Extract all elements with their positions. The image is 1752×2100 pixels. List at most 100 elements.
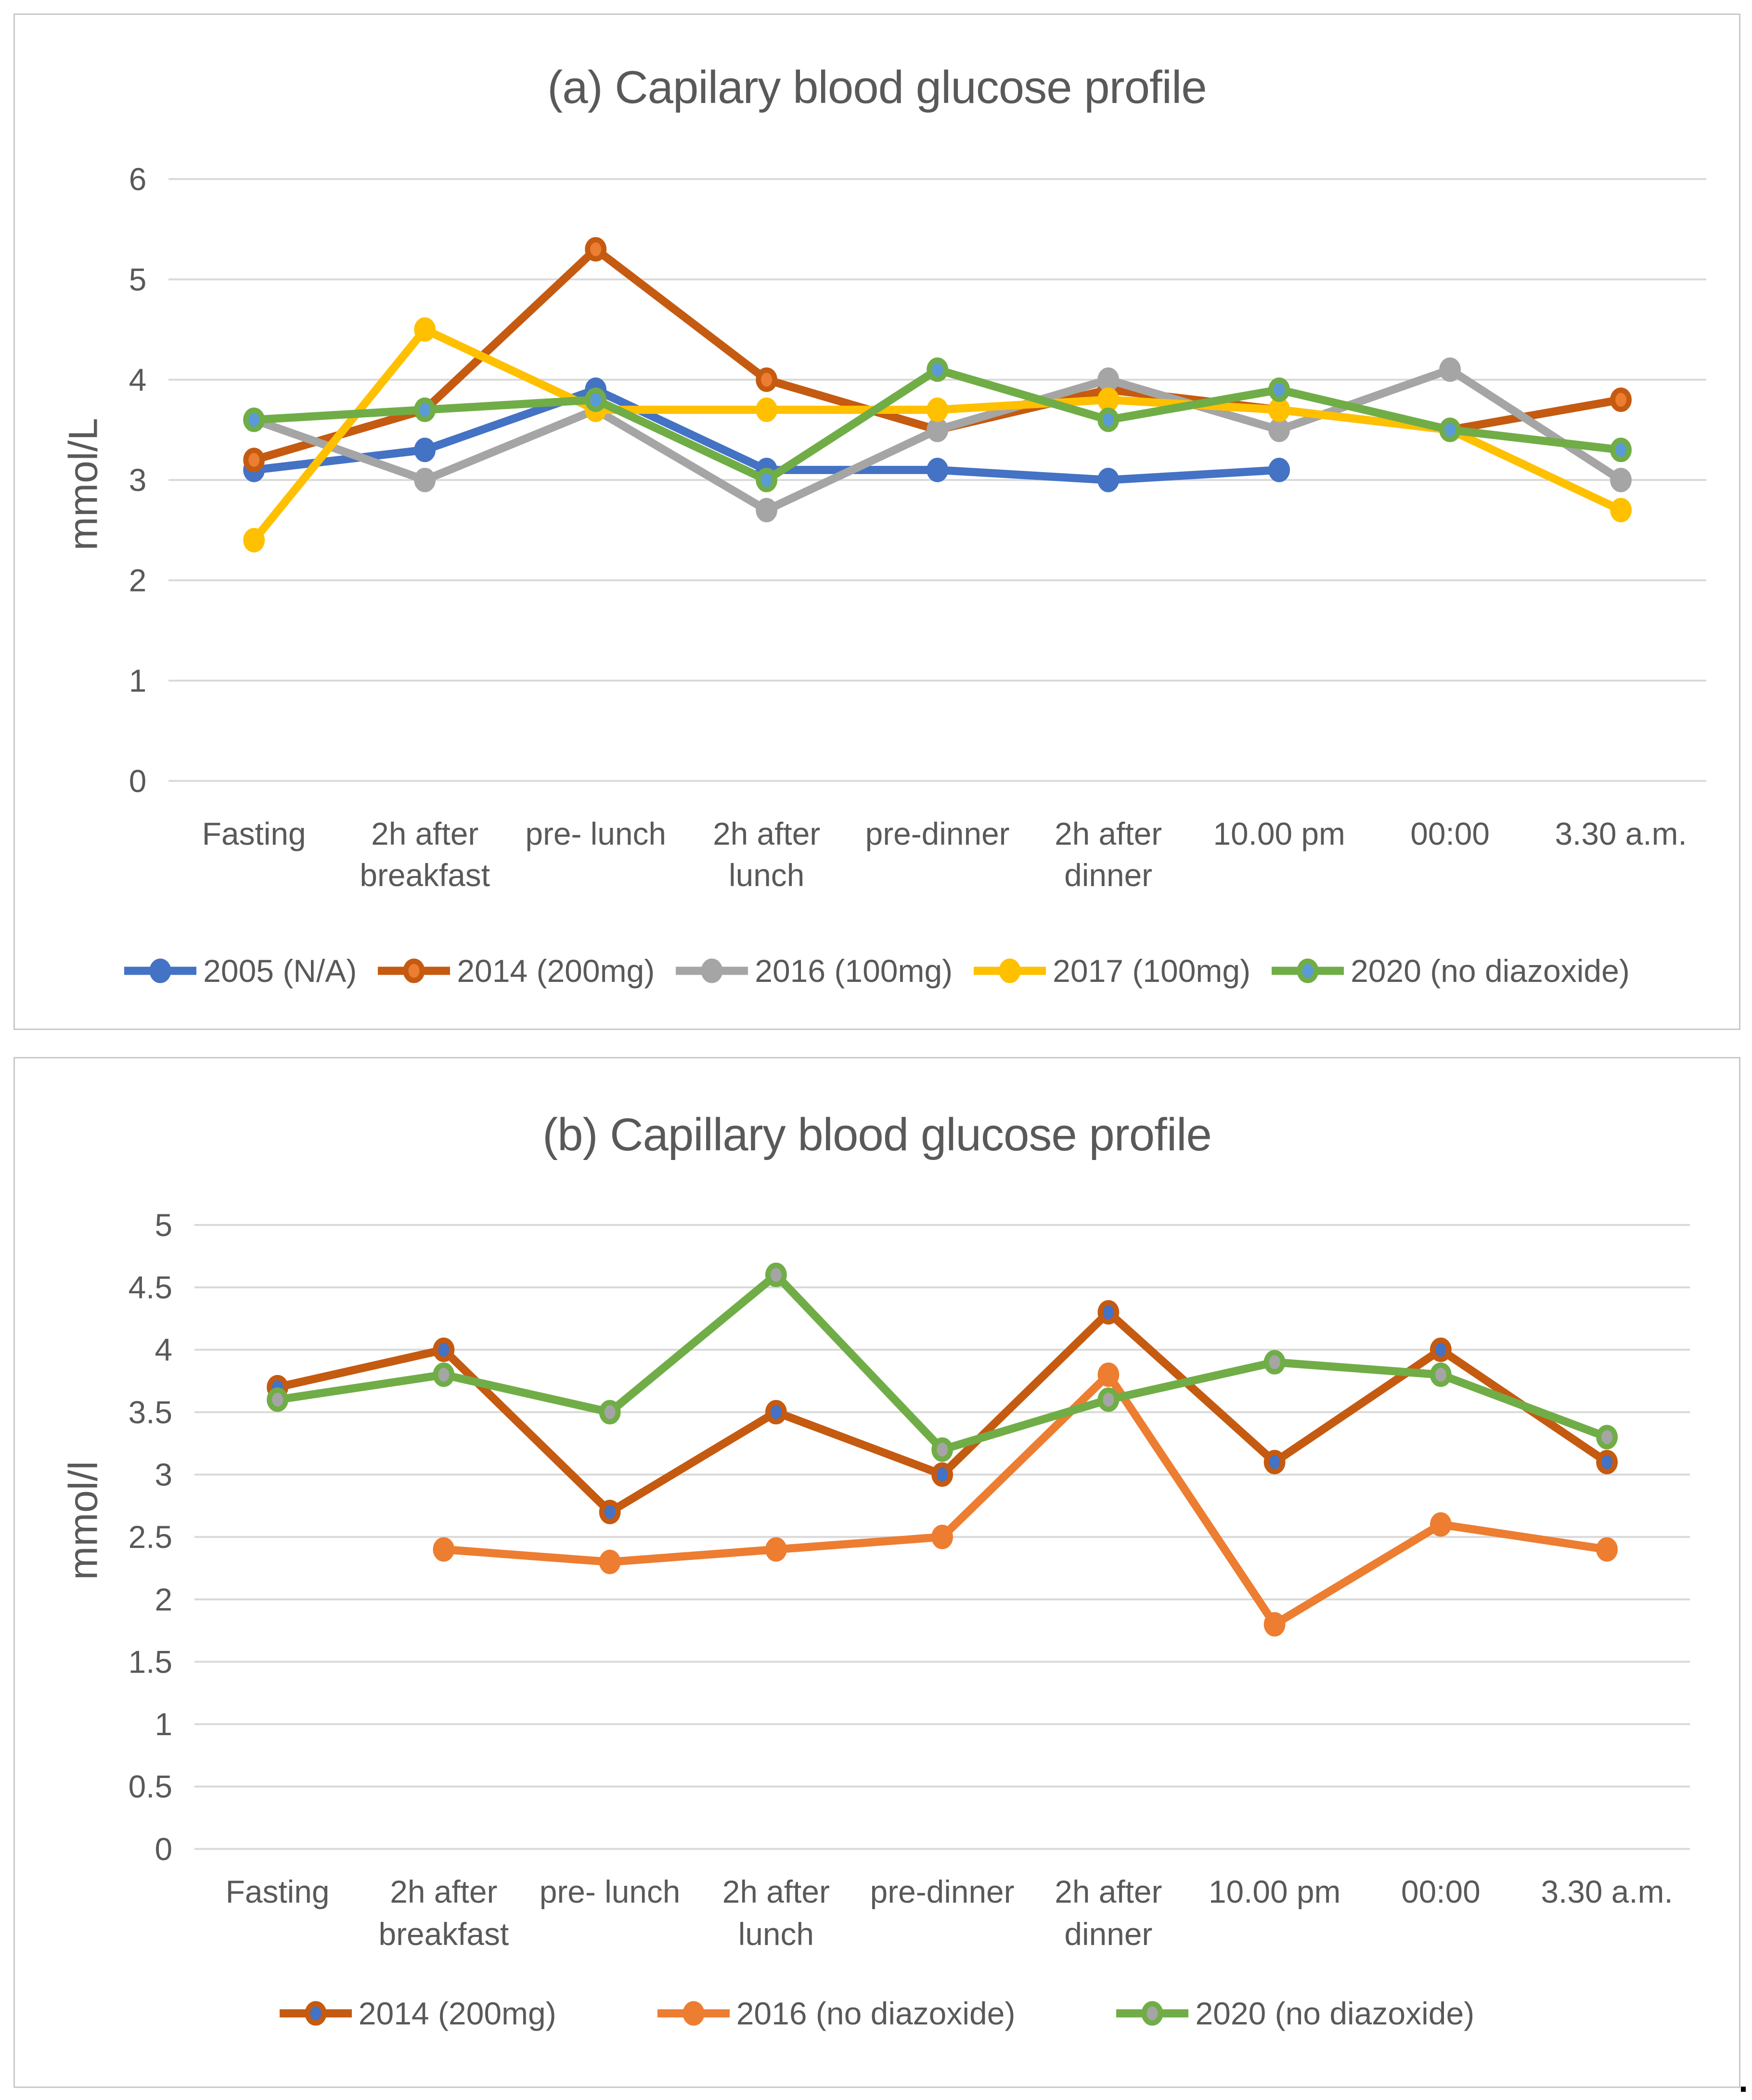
- data-point-marker: [599, 1549, 621, 1574]
- y-tick-label: 0: [129, 763, 147, 799]
- chart-a-plot: 0 1 2 3 4 5 6 Fasting 2h after breakfast pre- lunc…: [129, 161, 1707, 893]
- x-category-label: 2h after: [713, 816, 820, 851]
- data-point-marker: [1268, 377, 1290, 402]
- data-point-marker: [765, 1400, 787, 1425]
- legend-marker: [305, 2001, 327, 2026]
- data-point-marker: [433, 1537, 455, 1562]
- legend-marker: [999, 958, 1021, 983]
- x-category-label: 10.00 pm: [1213, 816, 1345, 851]
- legend-marker-icon: [124, 958, 197, 983]
- y-tick-label: 3.5: [129, 1394, 172, 1430]
- legend-marker: [403, 958, 425, 983]
- x-category-label: 3.30 a.m.: [1555, 816, 1687, 851]
- data-point-marker: [756, 367, 778, 392]
- x-category-label: 10.00 pm: [1209, 1874, 1340, 1909]
- data-point-marker: [1097, 387, 1120, 412]
- x-category-label: 2h after: [722, 1874, 830, 1909]
- x-category-label: 2h after: [390, 1874, 497, 1909]
- data-point-marker: [1268, 457, 1290, 482]
- legend-label: 2016 (100mg): [755, 953, 953, 989]
- y-tick-label: 0: [155, 1831, 173, 1867]
- x-category-label: Fasting: [226, 1874, 330, 1909]
- x-category-label: breakfast: [360, 857, 490, 893]
- y-tick-label: 2: [129, 563, 147, 598]
- x-category-label: 00:00: [1410, 816, 1490, 851]
- legend-marker: [1297, 958, 1319, 983]
- legend-marker: [1141, 2001, 1163, 2026]
- y-tick-label: 4: [129, 362, 147, 398]
- y-tick-label: 0.5: [129, 1769, 172, 1804]
- data-point-marker: [756, 498, 778, 523]
- legend-item: 2014 (200mg): [378, 953, 655, 989]
- legend-label: 2005 (N/A): [203, 953, 357, 989]
- legend-label: 2020 (no diazoxide): [1351, 953, 1630, 989]
- data-point-marker: [414, 317, 436, 342]
- data-point-marker: [1596, 1537, 1618, 1562]
- legend-marker-icon: [378, 958, 451, 983]
- legend-item: 2016 (no diazoxide): [657, 1995, 1016, 2032]
- y-tick-label: 4.5: [129, 1270, 172, 1305]
- data-point-marker: [243, 448, 265, 472]
- chart-b-panel: (b) Capillary blood glucose profile mmol…: [13, 1057, 1740, 2088]
- x-category-label: pre-dinner: [870, 1874, 1015, 1909]
- x-category-label: dinner: [1064, 857, 1152, 893]
- y-tick-label: 3: [129, 462, 147, 498]
- legend-label: 2014 (200mg): [457, 953, 655, 989]
- x-category-label: pre- lunch: [540, 1874, 681, 1909]
- legend-marker: [683, 2001, 705, 2026]
- data-point-marker: [927, 457, 949, 482]
- x-category-label: lunch: [729, 857, 804, 893]
- legend-item: 2020 (no diazoxide): [1272, 953, 1630, 989]
- data-point-marker: [1263, 1612, 1286, 1637]
- legend-item: 2020 (no diazoxide): [1116, 1995, 1474, 2032]
- data-point-marker: [1097, 1300, 1120, 1325]
- data-point-marker: [756, 397, 778, 422]
- legend-marker-icon: [676, 958, 748, 983]
- x-category-label: 3.30 a.m.: [1541, 1874, 1673, 1909]
- data-point-marker: [1610, 467, 1632, 492]
- data-point-marker: [1097, 467, 1120, 492]
- data-point-marker: [1263, 1450, 1286, 1475]
- y-tick-label: 5: [129, 261, 147, 297]
- legend-marker-icon: [279, 2001, 352, 2026]
- chart-b-title: (b) Capillary blood glucose profile: [542, 1109, 1212, 1160]
- chart-a-legend: 2005 (N/A) 2014 (200mg) 2016 (100mg) 2017 (…: [15, 953, 1739, 989]
- data-point-marker: [931, 1437, 953, 1462]
- data-point-marker: [267, 1387, 289, 1412]
- x-category-label: 2h after: [371, 816, 478, 851]
- legend-label: 2014 (200mg): [358, 1996, 556, 2031]
- y-tick-label: 5: [155, 1207, 173, 1243]
- data-point-marker: [1596, 1425, 1618, 1450]
- data-point-marker: [414, 467, 436, 492]
- y-tick-label: 3: [155, 1457, 173, 1493]
- data-point-marker: [1097, 407, 1120, 432]
- legend-marker: [149, 958, 171, 983]
- legend-marker-icon: [657, 2001, 730, 2026]
- chart-a-panel: (a) Capilary blood glucose profile mmol/…: [13, 13, 1740, 1030]
- y-tick-label: 1.5: [129, 1644, 172, 1679]
- data-point-marker: [1097, 1362, 1120, 1387]
- x-category-label: breakfast: [379, 1916, 509, 1952]
- y-tick-label: 4: [155, 1332, 173, 1367]
- y-tick-label: 2: [155, 1582, 173, 1617]
- data-point-marker: [927, 417, 949, 442]
- data-point-marker: [414, 438, 436, 463]
- x-category-label: 00:00: [1401, 1874, 1481, 1909]
- data-point-marker: [756, 467, 778, 492]
- chart-b-legend: 2014 (200mg) 2016 (no diazoxide) 2020 (no …: [15, 1995, 1739, 2032]
- data-point-marker: [1263, 1350, 1286, 1375]
- data-point-marker: [1430, 1337, 1452, 1362]
- legend-label: 2016 (no diazoxide): [736, 1996, 1016, 2031]
- stray-period: .: [1738, 2061, 1748, 2100]
- data-point-marker: [243, 528, 265, 553]
- x-category-label: 2h after: [1055, 816, 1162, 851]
- x-category-label: pre-dinner: [865, 816, 1010, 851]
- data-point-marker: [585, 387, 607, 412]
- legend-item: 2005 (N/A): [124, 953, 357, 989]
- series-line-2020 (no diazoxide): [273, 1271, 1611, 1454]
- y-tick-label: 1: [155, 1706, 173, 1742]
- data-point-marker: [931, 1462, 953, 1487]
- legend-item: 2017 (100mg): [974, 953, 1250, 989]
- chart-b-plot: 0 0.5 1 1.5 2 2.5 3 3.5 4 4.5 5 Fasting 2h after brea…: [129, 1207, 1690, 1952]
- y-tick-label: 1: [129, 663, 147, 698]
